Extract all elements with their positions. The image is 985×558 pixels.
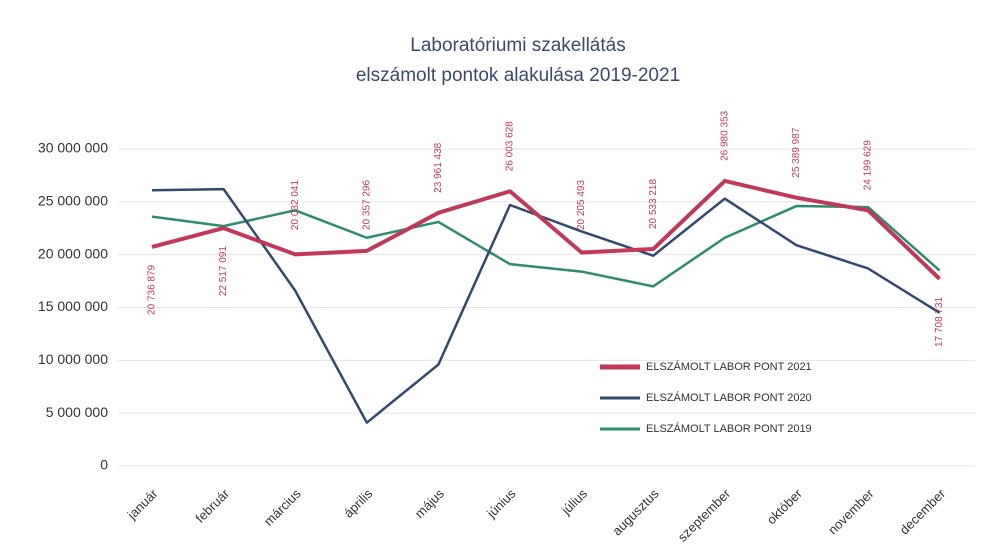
y-tick-label: 15 000 000 (38, 298, 108, 314)
y-tick-label: 5 000 000 (46, 404, 108, 420)
x-tick-label: július (558, 486, 591, 519)
x-tick-label: január (124, 485, 161, 522)
y-tick-label: 10 000 000 (38, 351, 108, 367)
series-line (151, 178, 941, 281)
x-tick-label: november (825, 485, 877, 537)
x-tick-label: március (261, 486, 304, 529)
legend-label: ELSZÁMOLT LABOR PONT 2020 (646, 391, 812, 404)
x-tick-label: augusztus (609, 486, 662, 539)
x-tick-label: április (341, 486, 376, 521)
series-line (151, 204, 941, 288)
y-tick-label: 20 000 000 (38, 245, 108, 261)
y-tick-label: 25 000 000 (38, 193, 108, 209)
x-tick-label: június (483, 486, 519, 522)
x-tick-label: december (897, 485, 949, 537)
series-line (151, 187, 941, 424)
x-tick-label: szeptember (675, 485, 734, 544)
data-label: 26 003 628 (505, 121, 516, 171)
y-tick-label: 30 000 000 (38, 140, 108, 156)
data-label: 24 199 629 (863, 140, 874, 190)
data-label: 20 357 296 (361, 180, 372, 230)
data-label: 20 533 218 (648, 179, 659, 229)
chart-title: elszámolt pontok alakulása 2019-2021 (356, 65, 680, 86)
y-tick-label: 0 (100, 457, 108, 473)
data-label: 25 389 987 (791, 127, 802, 177)
data-label: 22 517 091 (218, 246, 229, 296)
legend-label: ELSZÁMOLT LABOR PONT 2021 (646, 360, 812, 373)
chart-title: Laboratóriumi szakellátás (410, 35, 625, 56)
data-label: 26 980 353 (719, 110, 730, 160)
data-label: 20 205 493 (576, 180, 587, 230)
data-label: 23 961 438 (433, 142, 444, 192)
data-label: 20 736 879 (147, 264, 158, 314)
x-tick-label: október (764, 485, 806, 527)
data-label: 17 708 731 (934, 296, 945, 346)
legend-label: ELSZÁMOLT LABOR PONT 2019 (646, 422, 812, 435)
data-label: 20 032 041 (290, 180, 301, 230)
x-tick-label: február (192, 485, 232, 525)
x-tick-label: május (412, 486, 447, 521)
